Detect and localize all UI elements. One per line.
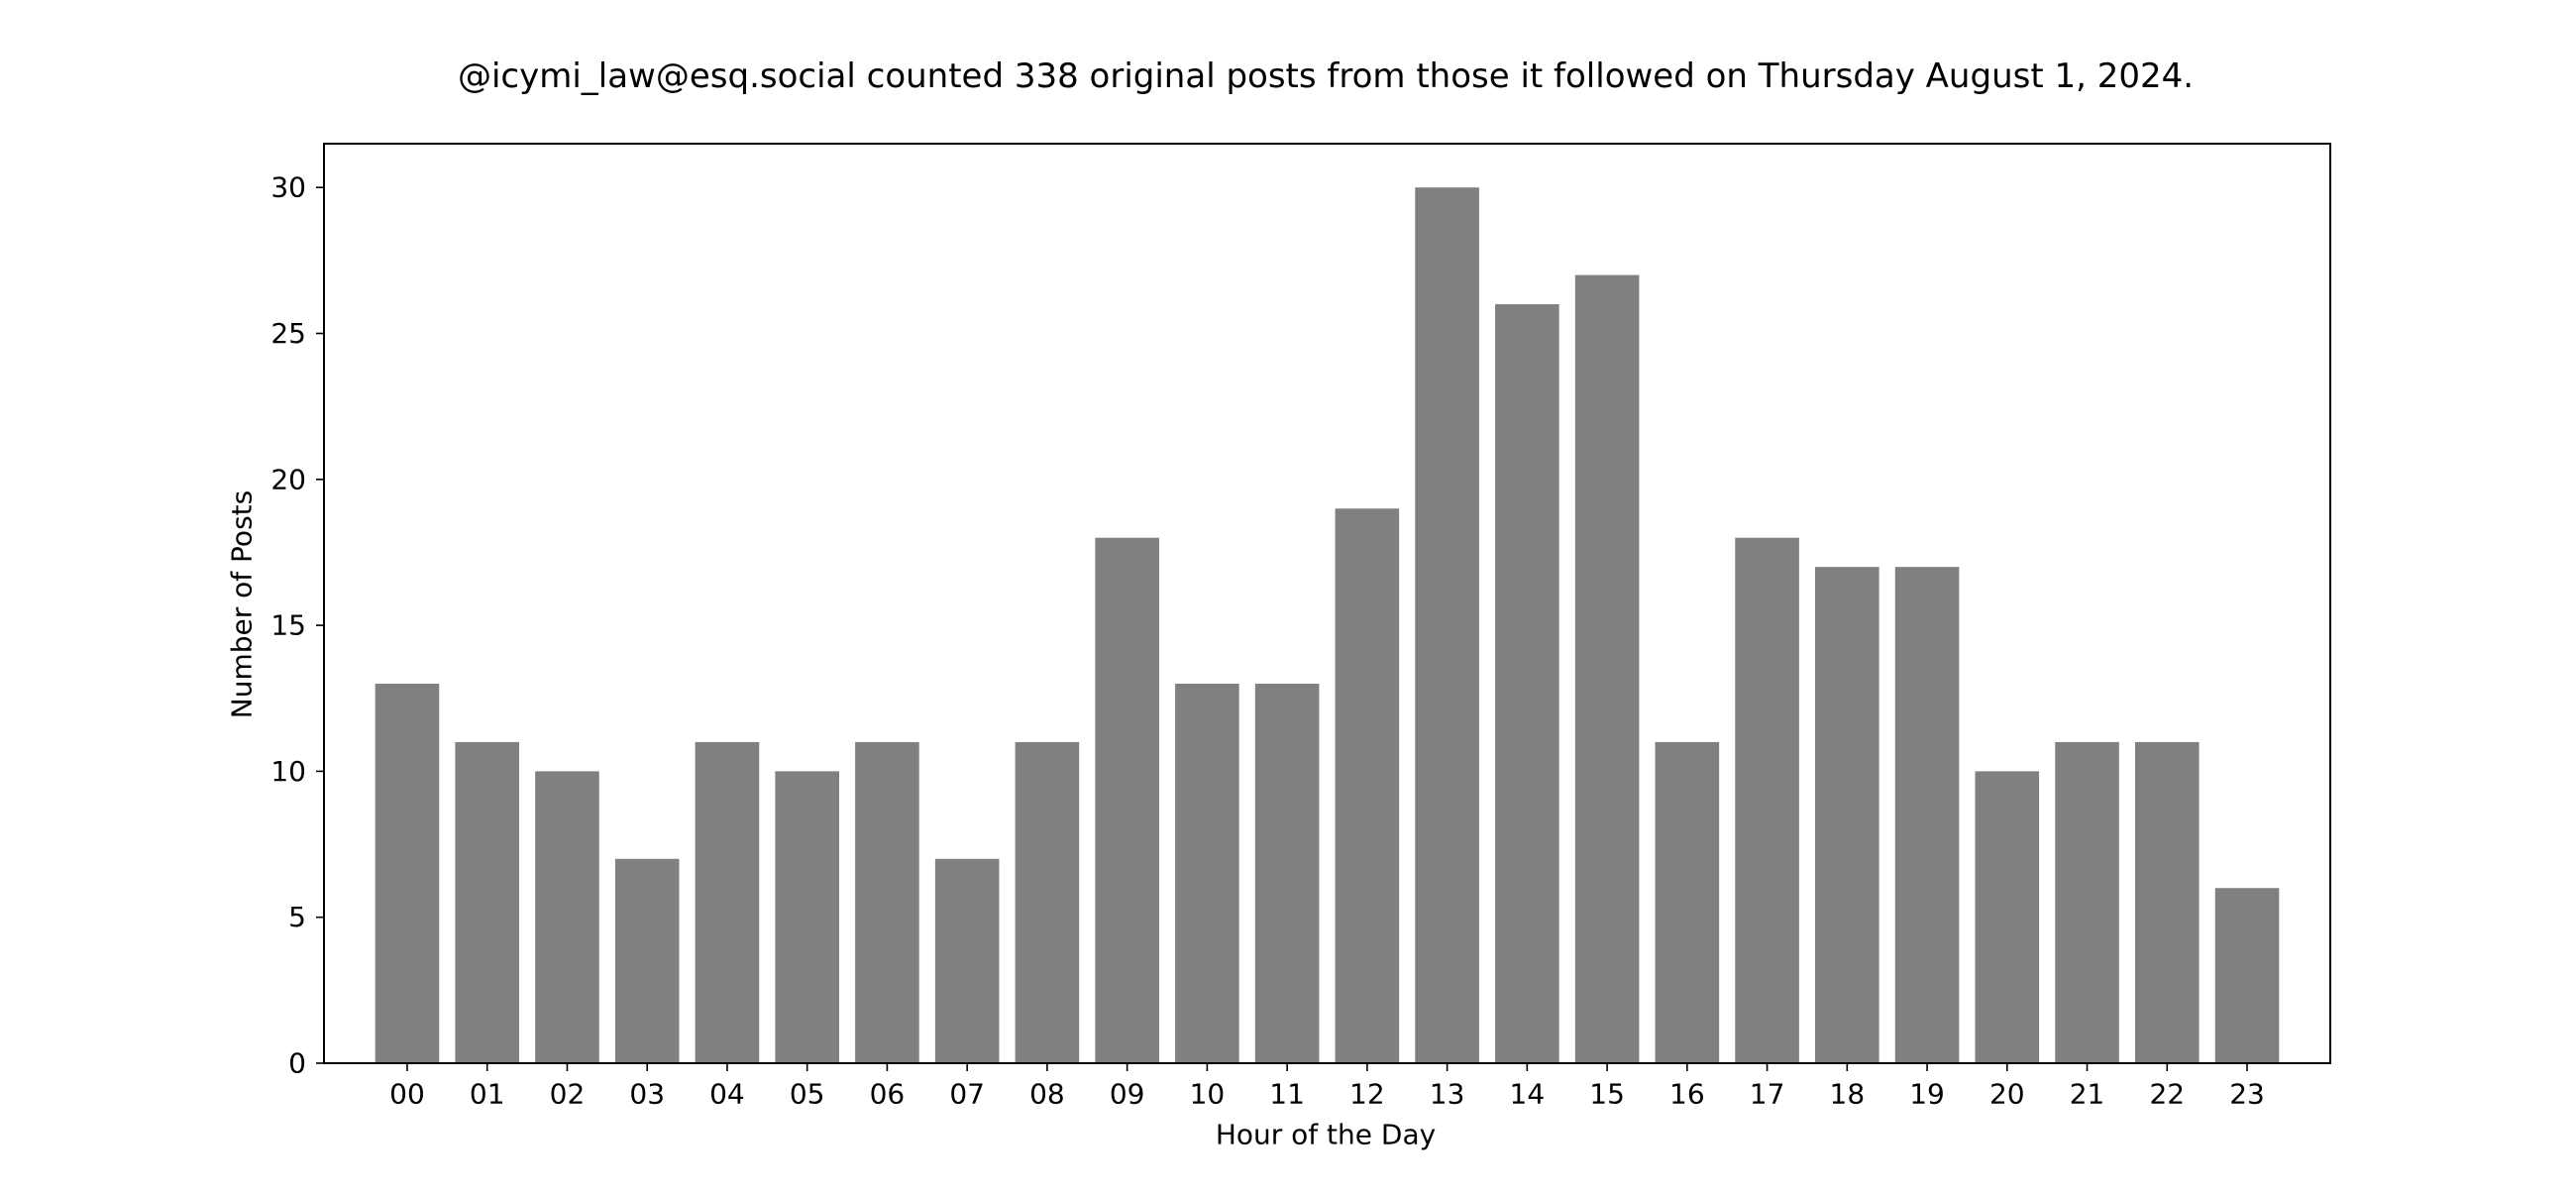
- x-tick-label: 03: [629, 1078, 665, 1111]
- bar-hour-19: [1894, 567, 1960, 1063]
- x-tick-label: 23: [2229, 1078, 2265, 1111]
- bar-hour-15: [1574, 274, 1640, 1064]
- x-tick-label: 05: [790, 1078, 825, 1111]
- bar-hour-04: [695, 741, 760, 1063]
- x-tick-label: 04: [709, 1078, 745, 1111]
- bar-hour-21: [2055, 741, 2119, 1063]
- x-tick-label: 00: [389, 1078, 425, 1111]
- bar-hour-09: [1095, 537, 1159, 1063]
- bars-layer: [375, 187, 2280, 1064]
- bar-hour-12: [1335, 508, 1400, 1063]
- x-tick-label: 09: [1110, 1078, 1145, 1111]
- bar-hour-03: [614, 858, 680, 1063]
- chart-title: @icymi_law@esq.social counted 338 origin…: [458, 56, 2194, 96]
- bar-hour-20: [1975, 771, 2040, 1063]
- bar-hour-13: [1415, 187, 1479, 1063]
- y-tick-label: 5: [288, 901, 306, 933]
- x-tick-label: 07: [949, 1078, 985, 1111]
- bar-hour-00: [375, 684, 440, 1063]
- bar-hour-11: [1254, 684, 1320, 1063]
- y-axis-label: Number of Posts: [226, 490, 259, 718]
- bar-hour-05: [775, 771, 839, 1063]
- bar-hour-08: [1015, 741, 1080, 1063]
- x-tick-label: 10: [1190, 1078, 1226, 1111]
- x-tick-label: 13: [1430, 1078, 1465, 1111]
- y-tick-label: 0: [288, 1047, 306, 1080]
- x-tick-label: 01: [470, 1078, 505, 1111]
- x-tick-label: 15: [1589, 1078, 1625, 1111]
- x-tick-label: 02: [550, 1078, 586, 1111]
- y-tick-label: 30: [270, 171, 306, 204]
- y-tick-label: 15: [270, 609, 306, 642]
- y-axis: 0 5 10 15 20 25 30: [270, 171, 324, 1080]
- y-tick-label: 10: [270, 755, 306, 788]
- x-tick-label: 11: [1269, 1078, 1305, 1111]
- x-tick-label: 18: [1830, 1078, 1866, 1111]
- bar-hour-10: [1175, 684, 1239, 1063]
- x-tick-label: 19: [1909, 1078, 1945, 1111]
- bar-hour-14: [1495, 304, 1559, 1063]
- x-tick-label: 12: [1349, 1078, 1385, 1111]
- plot-area-frame: [323, 143, 2331, 1064]
- bar-hour-22: [2134, 741, 2200, 1063]
- x-tick-label: 22: [2149, 1078, 2185, 1111]
- bar-hour-18: [1815, 567, 1879, 1063]
- bar-hour-02: [535, 771, 599, 1063]
- bar-hour-06: [855, 741, 919, 1063]
- x-axis-label: Hour of the Day: [1216, 1119, 1436, 1151]
- x-tick-label: 16: [1669, 1078, 1705, 1111]
- x-axis: 00 01 02 03 04 05 06 07 08 09 10 11 12 13 14 15 16 17 18 19…: [389, 1063, 2265, 1111]
- bar-hour-01: [455, 741, 520, 1063]
- bar-hour-17: [1735, 537, 1799, 1063]
- x-tick-label: 21: [2070, 1078, 2105, 1111]
- bar-hour-23: [2214, 888, 2280, 1063]
- x-tick-label: 14: [1510, 1078, 1546, 1111]
- x-tick-label: 08: [1029, 1078, 1065, 1111]
- bar-hour-16: [1655, 741, 1720, 1063]
- y-tick-label: 20: [270, 463, 306, 495]
- x-tick-label: 20: [1989, 1078, 2025, 1111]
- bar-hour-07: [934, 858, 1000, 1063]
- x-tick-label: 17: [1750, 1078, 1785, 1111]
- y-tick-label: 25: [270, 317, 306, 350]
- x-tick-label: 06: [870, 1078, 906, 1111]
